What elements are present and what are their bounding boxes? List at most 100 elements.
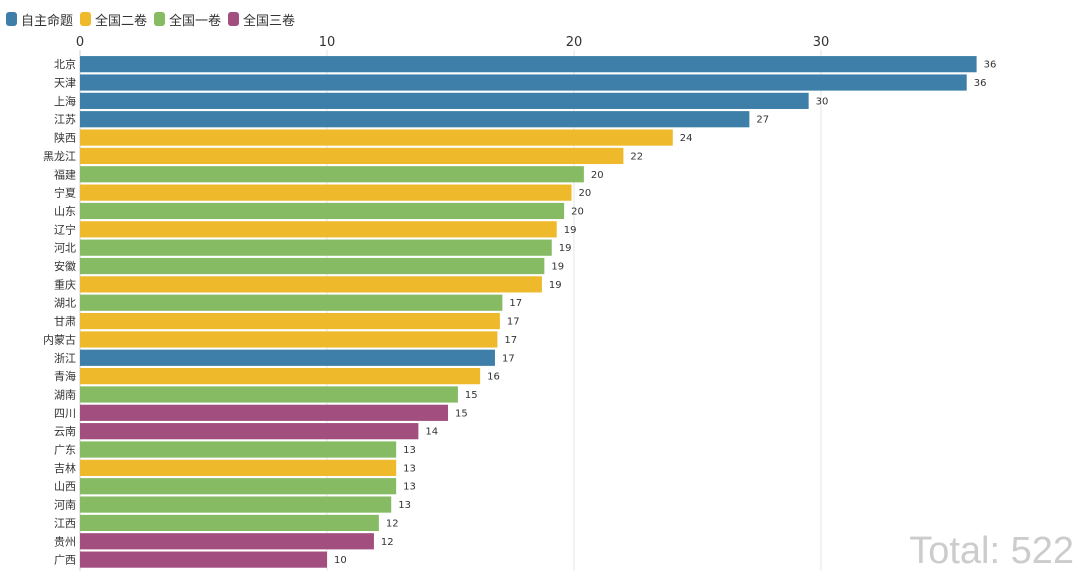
data-label: 22	[630, 151, 643, 162]
bar[interactable]	[80, 459, 397, 476]
category-label: 安徽	[54, 259, 76, 273]
bar[interactable]	[80, 56, 977, 73]
legend-swatch	[228, 12, 240, 26]
category-label: 湖南	[54, 388, 76, 401]
category-label: 青海	[54, 369, 76, 383]
category-label: 河南	[54, 499, 76, 512]
data-label: 36	[974, 78, 987, 89]
legend-swatch	[6, 12, 17, 26]
x-tick-label: 30	[813, 35, 830, 50]
bar[interactable]	[80, 184, 572, 201]
data-label: 36	[984, 60, 997, 71]
data-label: 17	[509, 298, 522, 309]
category-label: 江苏	[54, 113, 76, 126]
category-label: 黑龙江	[43, 150, 76, 163]
data-label: 16	[487, 372, 500, 383]
bar[interactable]	[80, 74, 967, 91]
category-label: 浙江	[54, 352, 76, 365]
bar[interactable]	[80, 147, 624, 165]
data-label: 13	[403, 463, 416, 474]
bar[interactable]	[80, 257, 545, 275]
bar[interactable]	[80, 276, 542, 293]
bar[interactable]	[80, 312, 500, 330]
category-label: 上海	[54, 94, 76, 108]
category-label: 河北	[54, 242, 76, 255]
legend-item[interactable]: 全国二卷	[80, 10, 147, 29]
bar[interactable]	[80, 386, 458, 403]
bar[interactable]	[80, 514, 379, 532]
category-label: 重庆	[54, 277, 76, 291]
data-label: 20	[571, 206, 584, 217]
category-label: 广东	[54, 444, 76, 457]
legend-label: 全国三卷	[243, 13, 296, 29]
legend: 自主命题 全国二卷 全国一卷 全国三卷	[6, 9, 302, 29]
bar[interactable]	[80, 496, 392, 513]
bar[interactable]	[80, 551, 327, 568]
bar[interactable]	[80, 441, 397, 458]
category-label: 福建	[54, 167, 76, 181]
total-label: Total: 522	[909, 530, 1074, 572]
bar[interactable]	[80, 331, 498, 348]
data-label: 13	[403, 482, 416, 493]
data-label: 17	[502, 353, 515, 364]
data-label: 27	[756, 115, 769, 126]
category-label: 山东	[54, 205, 76, 218]
bar[interactable]	[80, 423, 419, 440]
category-label: 山西	[54, 480, 76, 493]
bar[interactable]	[80, 92, 809, 109]
bar[interactable]	[80, 221, 557, 238]
category-label: 天津	[54, 77, 76, 90]
x-tick-label: 10	[319, 35, 336, 50]
bar[interactable]	[80, 533, 374, 550]
data-label: 20	[579, 188, 592, 199]
bar[interactable]	[80, 478, 397, 495]
legend-item[interactable]: 全国三卷	[228, 10, 295, 29]
legend-item[interactable]: 自主命题	[6, 10, 73, 29]
legend-label: 全国一卷	[169, 13, 222, 29]
category-label: 吉林	[54, 461, 76, 475]
category-label: 广西	[54, 554, 76, 567]
data-label: 15	[455, 408, 468, 419]
data-label: 13	[403, 445, 416, 456]
data-label: 17	[507, 317, 520, 328]
category-label: 内蒙古	[43, 332, 76, 346]
data-label: 30	[816, 96, 829, 107]
category-label: 四川	[54, 407, 76, 420]
bar[interactable]	[80, 368, 481, 385]
data-label: 19	[564, 225, 577, 236]
category-label: 辽宁	[54, 222, 76, 236]
data-label: 24	[680, 133, 693, 144]
bar[interactable]	[80, 239, 552, 256]
bar[interactable]	[80, 404, 449, 421]
data-label: 10	[334, 555, 347, 566]
category-label: 陕西	[54, 131, 76, 145]
data-label: 12	[381, 537, 394, 548]
data-label: 19	[559, 243, 572, 254]
legend-swatch	[80, 12, 92, 26]
legend-item[interactable]: 全国一卷	[154, 10, 221, 29]
category-label: 湖北	[54, 297, 76, 310]
bar[interactable]	[80, 349, 495, 366]
data-label: 12	[386, 518, 399, 529]
category-label: 江西	[54, 517, 76, 530]
data-label: 14	[425, 427, 438, 438]
data-label: 15	[465, 390, 478, 401]
bar[interactable]	[80, 111, 750, 128]
data-label: 19	[551, 262, 564, 273]
bar[interactable]	[80, 202, 565, 220]
bar[interactable]	[80, 294, 503, 311]
legend-label: 自主命题	[21, 13, 74, 29]
data-label: 19	[549, 280, 562, 291]
category-label: 云南	[54, 425, 76, 438]
legend-swatch	[154, 12, 166, 26]
data-label: 13	[398, 500, 411, 511]
x-tick-label: 0	[76, 35, 84, 50]
bar[interactable]	[80, 129, 673, 146]
data-label: 20	[591, 170, 604, 181]
category-label: 甘肃	[54, 315, 76, 328]
data-label: 17	[504, 335, 517, 346]
bar[interactable]	[80, 166, 584, 183]
category-label: 北京	[54, 57, 76, 71]
x-tick-label: 20	[566, 35, 583, 50]
